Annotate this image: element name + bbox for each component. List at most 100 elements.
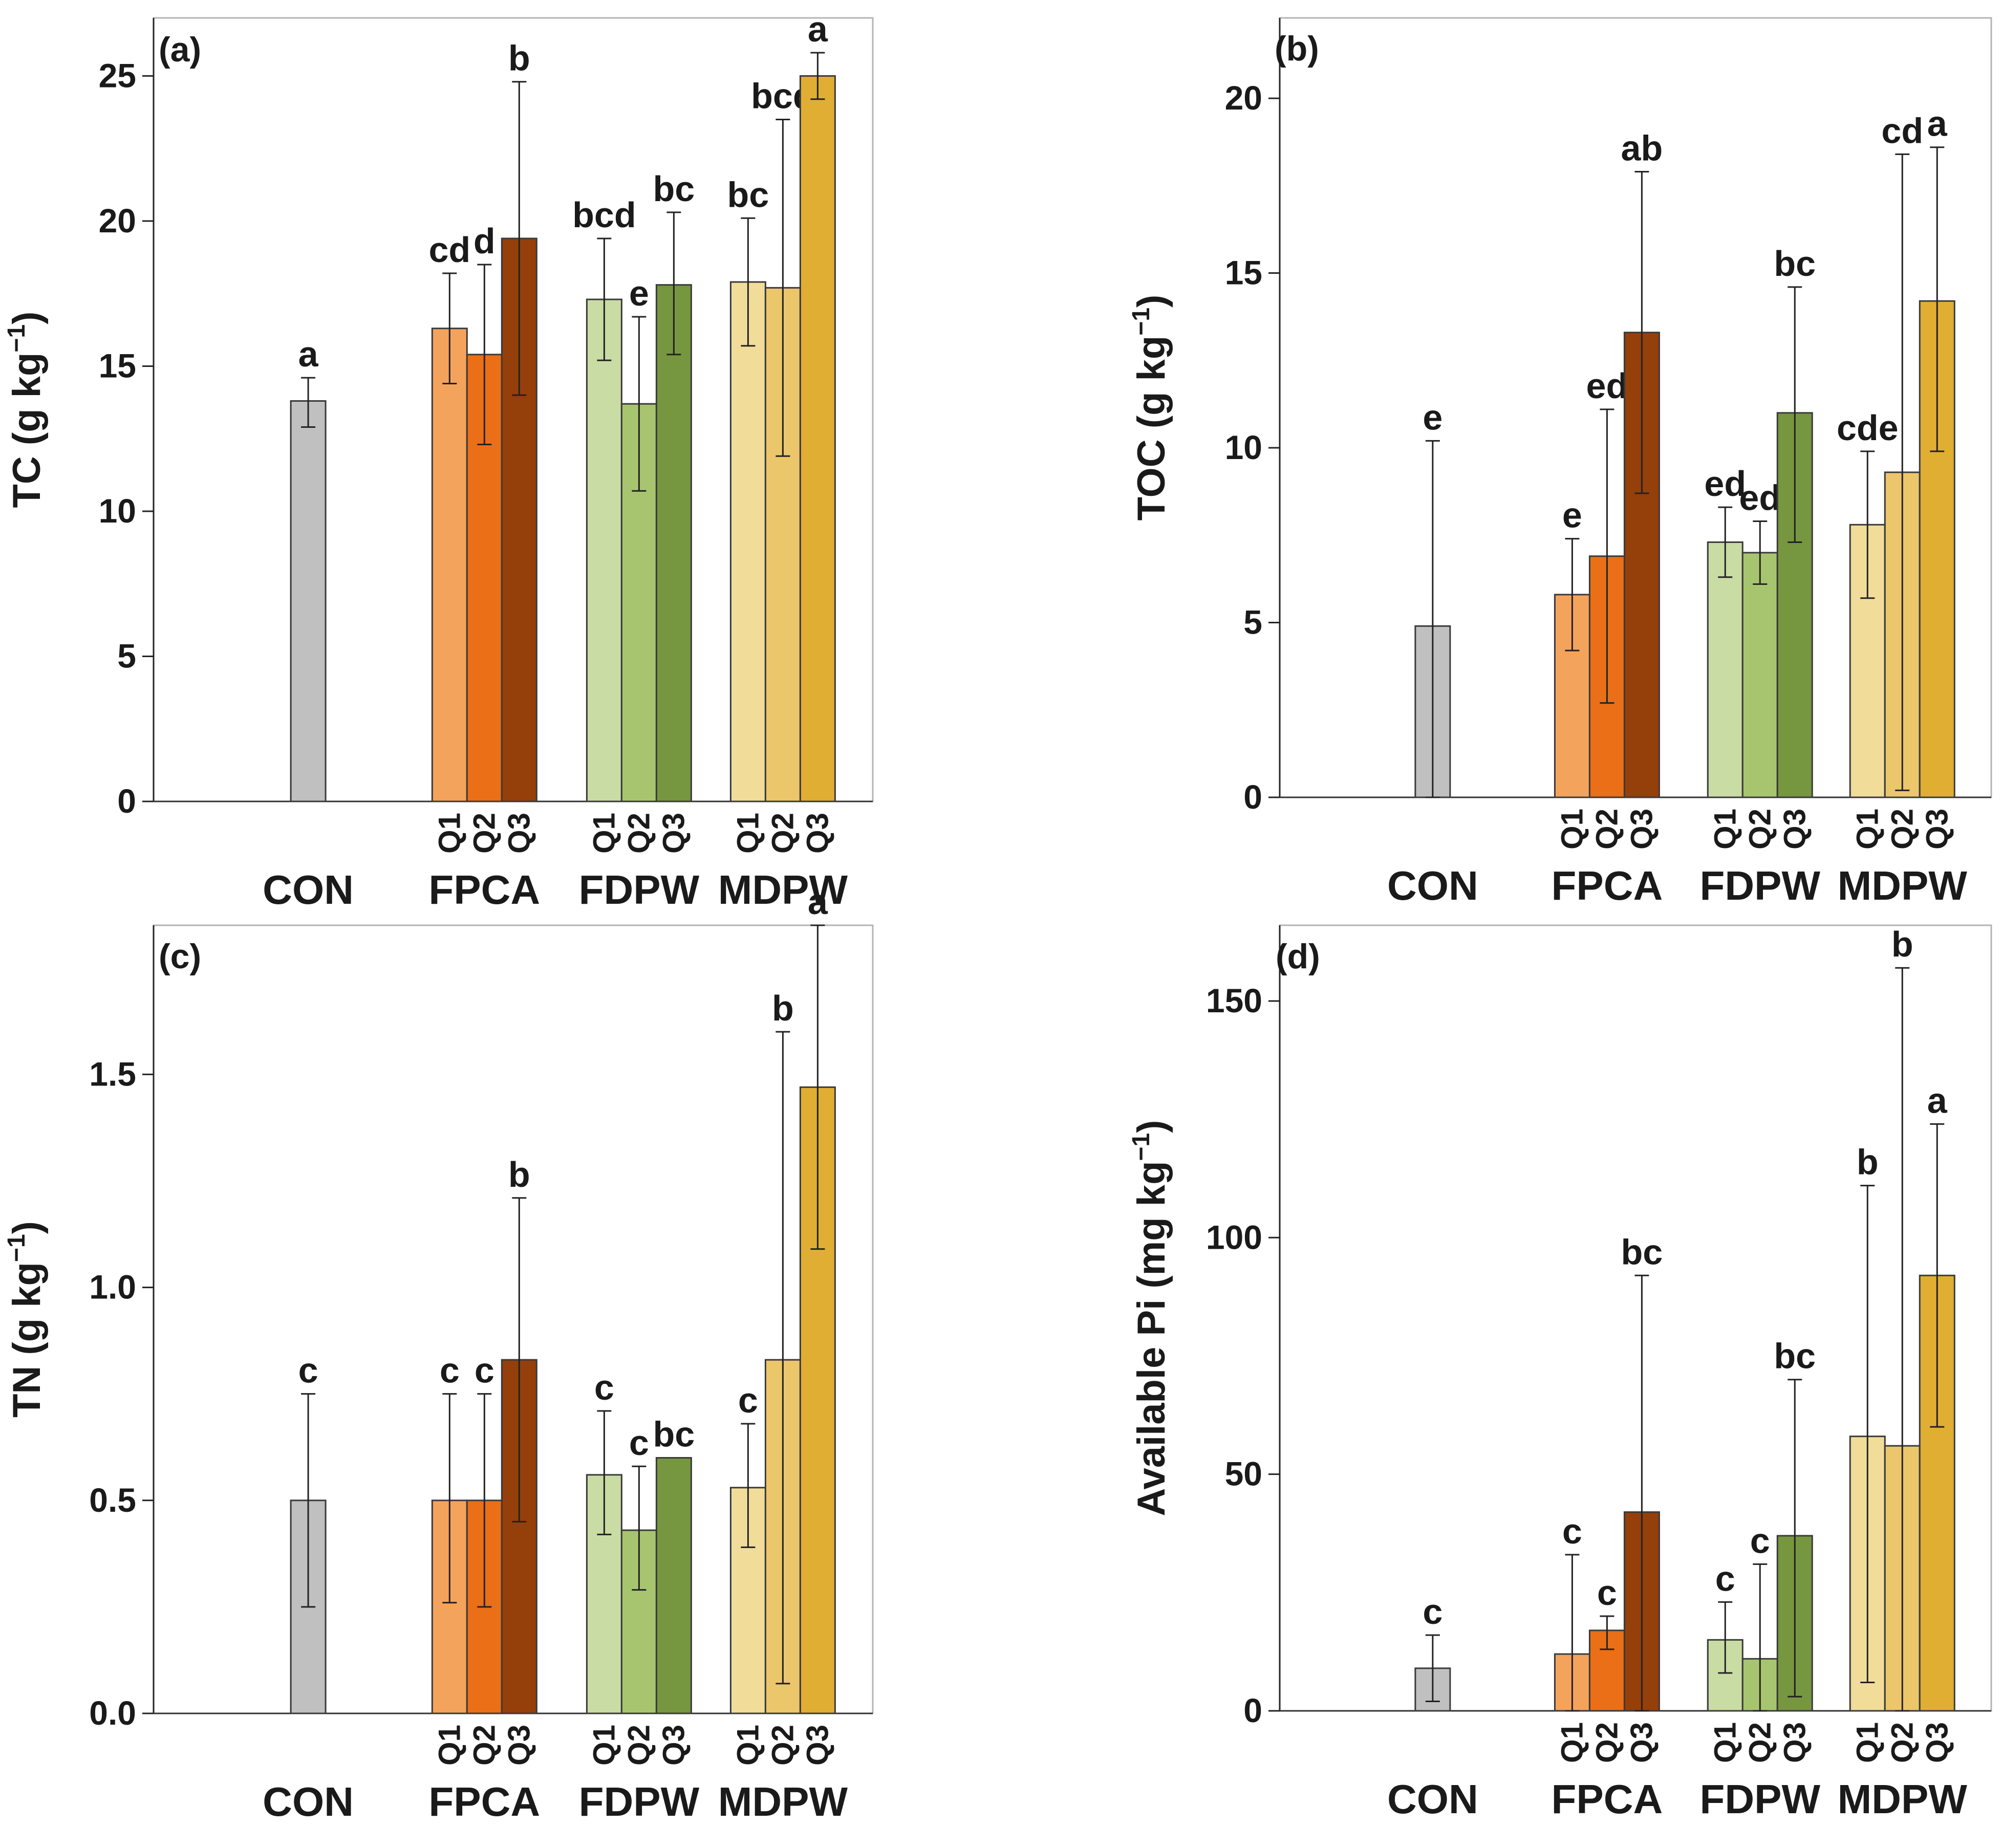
- y-tick-label: 5: [1243, 603, 1262, 641]
- group-label-fdpw: FDPW: [1699, 1776, 1820, 1822]
- bar-mdpw-q3: [799, 75, 836, 802]
- significance-letter: a: [298, 334, 319, 374]
- group-label-mdpw: MDPW: [718, 867, 848, 912]
- q-sublabel: Q1: [432, 813, 466, 854]
- y-tick-label: 150: [1206, 982, 1262, 1019]
- group-label-mdpw: MDPW: [1838, 863, 1968, 908]
- group-label-mdpw: MDPW: [1838, 1776, 1968, 1822]
- significance-letter: c: [440, 1351, 460, 1390]
- significance-letter: ed: [1586, 366, 1628, 406]
- significance-letter: bc: [653, 169, 695, 209]
- q-sublabel: Q3: [1777, 1722, 1812, 1763]
- y-axis-title-close: ): [1130, 295, 1173, 308]
- y-tick-label: 10: [99, 492, 136, 530]
- significance-letter: cd: [1881, 111, 1923, 150]
- y-axis-title-close: ): [5, 1221, 49, 1234]
- y-tick-label: 5: [117, 637, 136, 675]
- significance-letter: a: [1927, 104, 1948, 144]
- y-tick-label: 0: [1243, 1691, 1262, 1729]
- y-axis-title-sup: −1: [3, 1234, 30, 1262]
- y-axis-title-sup: −1: [3, 324, 30, 353]
- significance-letter: ed: [1704, 464, 1746, 504]
- y-tick-label: 1.0: [89, 1268, 136, 1306]
- bar-mdpw-q3: [799, 1086, 836, 1714]
- significance-letter: e: [1423, 397, 1443, 437]
- panel-label: (d): [1276, 937, 1320, 976]
- y-axis-title-close: ): [1130, 1120, 1173, 1133]
- q-sublabel: Q2: [1742, 809, 1777, 850]
- significance-letter: c: [1562, 1511, 1582, 1551]
- significance-letter: c: [475, 1351, 494, 1390]
- q-sublabel: Q1: [432, 1725, 466, 1766]
- significance-letter: c: [1423, 1592, 1443, 1632]
- significance-letter: ab: [1621, 128, 1663, 168]
- y-tick-label: 50: [1225, 1455, 1262, 1493]
- significance-letter: bc: [1774, 244, 1816, 284]
- q-sublabel: Q2: [621, 1725, 656, 1766]
- q-sublabel: Q2: [1885, 809, 1919, 850]
- group-label-con: CON: [1387, 863, 1478, 908]
- bar-mdpw-q1: [729, 281, 766, 802]
- group-label-mdpw: MDPW: [718, 1779, 848, 1824]
- q-sublabel: Q3: [800, 1725, 834, 1766]
- y-tick-label: 10: [1225, 428, 1262, 466]
- y-axis-title-main: TOC (g kg: [1130, 336, 1173, 521]
- significance-letter: bcd: [572, 195, 636, 235]
- group-label-fpca: FPCA: [1552, 1776, 1663, 1822]
- bar-fdpw-q1: [586, 298, 622, 802]
- bar-fdpw-q3: [655, 284, 692, 802]
- group-label-fpca: FPCA: [428, 1779, 540, 1824]
- bar-fpca-q3: [501, 1359, 537, 1714]
- significance-letter: b: [508, 1155, 530, 1194]
- significance-letter: c: [594, 1367, 614, 1407]
- q-sublabel: Q1: [730, 813, 765, 854]
- group-label-con: CON: [263, 867, 354, 912]
- q-sublabel: Q2: [1589, 1722, 1624, 1763]
- y-axis-title-main: TN (g kg: [5, 1262, 49, 1418]
- q-sublabel: Q2: [621, 813, 656, 854]
- significance-letter: bc: [1621, 1232, 1663, 1272]
- panel-label: (a): [159, 30, 201, 69]
- bar-con: [290, 400, 327, 802]
- significance-letter: b: [772, 988, 794, 1028]
- chart-panel-2: 0 5 10 15 20 TOC (g kg−1) (b) e e Q1 ed Q2 ab Q3 ed Q1 e…: [1128, 17, 1992, 908]
- group-label-fdpw: FDPW: [1699, 863, 1820, 908]
- q-sublabel: Q3: [656, 813, 691, 854]
- chart-panel-3: 0.00.51.01.5TN (g kg−1)(c)c cQ1cQ2bQ3cQ1c…: [3, 882, 874, 1824]
- group-label-fdpw: FDPW: [579, 1779, 700, 1824]
- significance-letter: b: [1891, 924, 1913, 964]
- significance-letter: c: [298, 1351, 318, 1390]
- y-axis-title: Available Pi (mg kg−1): [1128, 1120, 1173, 1516]
- q-sublabel: Q3: [502, 813, 536, 854]
- group-label-con: CON: [263, 1779, 354, 1824]
- bar-fdpw-q2: [1741, 552, 1778, 798]
- y-axis-title: TC (g kg−1): [3, 311, 49, 508]
- y-tick-label: 15: [1225, 254, 1262, 292]
- bar-fdpw-q1: [1707, 541, 1743, 798]
- q-sublabel: Q1: [587, 1725, 621, 1766]
- significance-letter: c: [1597, 1573, 1617, 1613]
- y-tick-label: 0.5: [89, 1481, 136, 1519]
- q-sublabel: Q1: [1850, 809, 1884, 850]
- chart-panel-1: 0 5 10 15 20 25 TC (g kg−1) (a) a cd Q1 d Q2 b Q3 bcd Q1…: [3, 9, 874, 912]
- y-axis-title-main: TC (g kg: [5, 353, 49, 508]
- y-axis-title: TN (g kg−1): [3, 1221, 49, 1418]
- q-sublabel: Q1: [1708, 1722, 1742, 1763]
- q-sublabel: Q2: [1742, 1722, 1777, 1763]
- q-sublabel: Q3: [502, 1725, 536, 1766]
- y-axis-title: TOC (g kg−1): [1128, 295, 1173, 521]
- group-label-fdpw: FDPW: [579, 867, 700, 912]
- q-sublabel: Q3: [1920, 1722, 1954, 1763]
- significance-letter: c: [629, 1423, 649, 1463]
- q-sublabel: Q2: [467, 1725, 501, 1766]
- significance-letter: bc: [653, 1415, 695, 1454]
- y-tick-label: 0: [117, 782, 136, 820]
- y-tick-label: 0: [1243, 778, 1262, 816]
- q-sublabel: Q1: [587, 813, 621, 854]
- y-tick-label: 20: [99, 202, 136, 240]
- y-tick-label: 15: [99, 346, 136, 384]
- q-sublabel: Q3: [800, 813, 834, 854]
- y-tick-label: 100: [1206, 1218, 1262, 1256]
- significance-letter: e: [1562, 495, 1582, 535]
